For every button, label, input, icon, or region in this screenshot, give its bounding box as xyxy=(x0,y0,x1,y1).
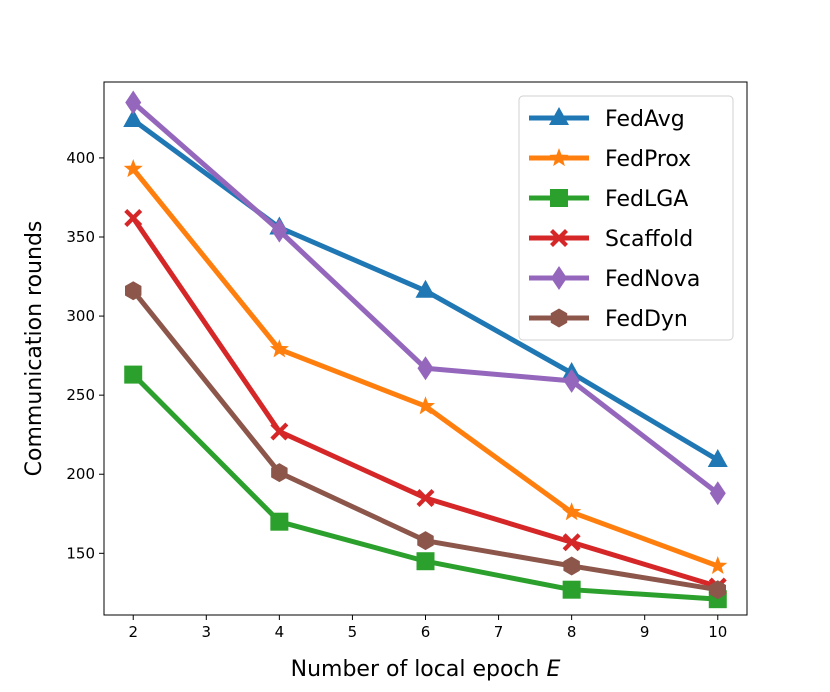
axes-frame xyxy=(103,81,748,616)
legend-marker-fednova xyxy=(551,266,567,290)
legend-marker-scaffold xyxy=(550,229,568,247)
series-feddyn xyxy=(125,281,726,600)
legend-label-fedavg: FedAvg xyxy=(605,107,685,132)
y-tick-label: 200 xyxy=(66,465,95,483)
data-point-scaffold xyxy=(124,209,143,228)
data-point-fedprox xyxy=(123,158,143,178)
x-tick-label: 7 xyxy=(494,623,504,641)
x-axis-label: Number of local epoch E xyxy=(291,657,561,682)
y-tick-label: 250 xyxy=(66,386,95,404)
legend-label-scaffold: Scaffold xyxy=(605,227,693,252)
data-point-fedprox xyxy=(562,502,582,521)
legend-label-fedprox: FedProx xyxy=(605,147,691,172)
data-point-scaffold xyxy=(562,533,581,552)
legend-item-fedavg: FedAvg xyxy=(529,107,685,132)
x-tick-label: 8 xyxy=(567,623,577,641)
data-point-fednova xyxy=(709,481,726,506)
legend-marker-fedlga xyxy=(550,189,568,207)
x-tick-label: 2 xyxy=(128,623,138,641)
legend-item-fednova: FedNova xyxy=(529,266,700,292)
data-point-fedlga xyxy=(124,365,143,384)
data-point-fedlga xyxy=(416,552,435,571)
data-point-feddyn xyxy=(417,531,434,551)
data-point-fedprox xyxy=(269,339,289,358)
legend-item-fedlga: FedLGA xyxy=(529,187,688,212)
series-fedprox xyxy=(123,158,728,575)
data-point-fednova xyxy=(271,218,288,243)
y-tick-label: 350 xyxy=(66,228,95,246)
data-point-scaffold xyxy=(270,422,289,441)
data-point-fednova xyxy=(125,90,142,115)
data-point-fedavg xyxy=(707,449,728,468)
data-point-feddyn xyxy=(125,281,142,301)
data-point-fedprox xyxy=(415,396,436,415)
data-point-feddyn xyxy=(709,580,726,600)
legend-label-fednova: FedNova xyxy=(605,267,700,292)
legend-label-fedlga: FedLGA xyxy=(605,187,688,212)
y-tick-label: 150 xyxy=(66,544,95,562)
x-tick-label: 6 xyxy=(421,623,431,641)
y-tick-label: 300 xyxy=(66,307,95,325)
legend-label-feddyn: FedDyn xyxy=(605,307,688,332)
legend-item-scaffold: Scaffold xyxy=(529,227,693,252)
data-point-fedavg xyxy=(123,108,144,127)
data-point-fedavg xyxy=(415,279,436,298)
x-tick-label: 10 xyxy=(708,623,727,641)
data-point-fedprox xyxy=(708,555,728,575)
x-tick-label: 9 xyxy=(640,623,650,641)
x-tick-label: 5 xyxy=(348,623,358,641)
y-tick-label: 400 xyxy=(66,149,95,167)
data-point-scaffold xyxy=(416,488,435,507)
data-point-fedlga xyxy=(562,580,581,599)
series-fednova xyxy=(125,90,726,506)
axes-ticks: 2 3 4 5 6 7 8 9 10 150 200 250 300 350 400 xyxy=(66,149,727,641)
data-point-fedlga xyxy=(270,512,289,531)
legend-box xyxy=(518,95,734,341)
x-tick-label: 3 xyxy=(202,623,212,641)
legend-marker-feddyn xyxy=(550,308,568,328)
y-axis-label: Communication rounds xyxy=(22,221,47,477)
plot-area xyxy=(123,90,728,609)
data-point-fednova xyxy=(417,356,434,381)
legend-marker-fedavg xyxy=(549,107,569,125)
legend: FedAvg FedProx FedLGA Scaffold FedNova FedDyn xyxy=(518,95,734,341)
x-tick-label: 4 xyxy=(275,623,285,641)
legend-marker-fedprox xyxy=(549,148,569,167)
data-point-feddyn xyxy=(271,463,288,483)
data-point-fednova xyxy=(563,368,580,393)
legend-item-feddyn: FedDyn xyxy=(529,307,688,332)
legend-item-fedprox: FedProx xyxy=(529,147,691,172)
data-point-feddyn xyxy=(563,556,580,576)
